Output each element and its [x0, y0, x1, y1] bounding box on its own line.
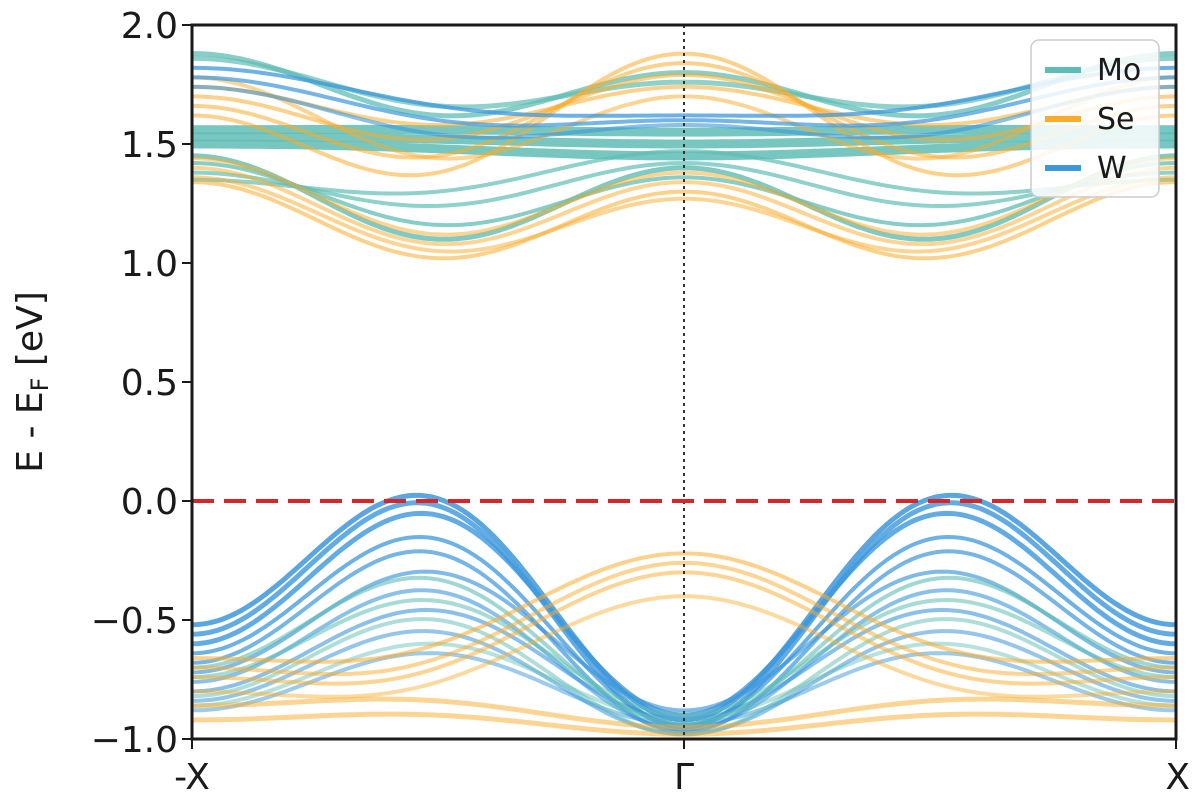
band-line-w [192, 75, 1176, 128]
y-tick-label: 2.0 [121, 6, 178, 47]
y-tick-label: −0.5 [91, 601, 178, 642]
y-axis-label-sub: F [26, 378, 54, 392]
legend: Mo Se W [1030, 39, 1160, 198]
band-line-mo [192, 51, 1176, 119]
y-axis-label-main: E - E [10, 391, 51, 472]
band-line-mo [192, 597, 1176, 718]
y-axis-label: E - EF [eV] [10, 291, 54, 473]
band-line-se [192, 165, 1176, 247]
x-tick-label: Γ [674, 757, 694, 798]
band-line-se [192, 175, 1176, 254]
y-tick-label: 0.0 [121, 482, 178, 523]
band-line-w [192, 65, 1176, 118]
band-line-se [192, 551, 1176, 664]
y-tick-label: 0.5 [121, 363, 178, 404]
band-line-se [192, 84, 1176, 128]
x-tick-label: X [1165, 757, 1190, 798]
band-line-mo [192, 160, 1176, 208]
reference-lines [192, 25, 1176, 739]
band-line-mo [192, 139, 1176, 161]
y-tick-label: −1.0 [91, 720, 178, 761]
band-line-se [192, 180, 1176, 261]
y-tick-label: 1.5 [121, 125, 178, 166]
legend-label-mo: Mo [1097, 53, 1141, 88]
band-lines [192, 51, 1176, 737]
legend-label-w: W [1097, 151, 1127, 186]
x-tick-label: -X [174, 757, 210, 798]
band-line-mo [192, 161, 1176, 228]
x-axis: -X Γ X [174, 739, 1190, 798]
band-line-se [192, 594, 1176, 699]
y-axis: −1.0 −0.5 0.0 0.5 1.0 1.5 2.0 [91, 6, 192, 761]
band-line-se [192, 560, 1176, 677]
y-axis-label-unit: [eV] [10, 291, 51, 377]
band-line-se [192, 61, 1176, 160]
y-tick-label: 1.0 [121, 244, 178, 285]
legend-box [1030, 39, 1160, 198]
legend-label-se: Se [1097, 102, 1135, 137]
